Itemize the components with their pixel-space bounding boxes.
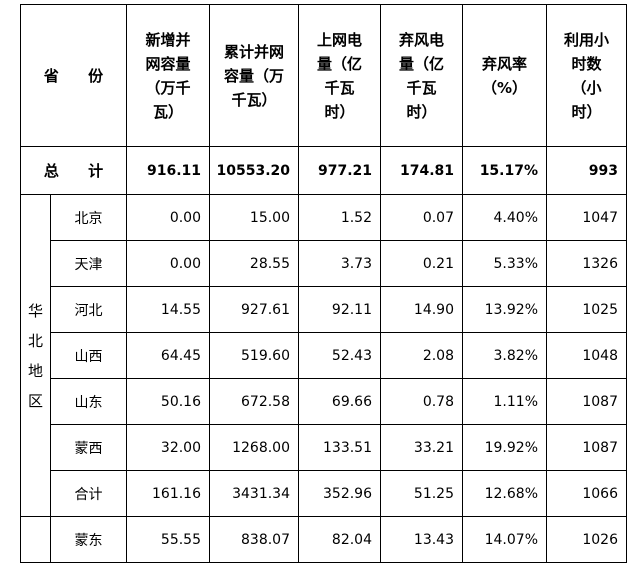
- table-row: 蒙西 32.00 1268.00 133.51 33.21 19.92% 108…: [21, 424, 627, 471]
- table-cell: 52.43: [298, 332, 381, 379]
- table-cell: 1025: [546, 286, 627, 333]
- table-cell: 1.11%: [462, 378, 547, 425]
- table-cell: 133.51: [298, 424, 381, 471]
- header-cumulative-capacity: 累计并网 容量（万 千瓦）: [209, 4, 299, 147]
- table-cell: 14.90: [380, 286, 463, 333]
- table-cell: 64.45: [126, 332, 210, 379]
- total-cell: 977.21: [298, 146, 381, 195]
- table-cell: 1087: [546, 378, 627, 425]
- table-cell: 161.16: [126, 470, 210, 517]
- header-province: 省 份: [20, 4, 127, 147]
- table-cell: 519.60: [209, 332, 299, 379]
- table-cell: 2.08: [380, 332, 463, 379]
- table-cell: 0.21: [380, 240, 463, 287]
- table-cell: 1.52: [298, 194, 381, 241]
- table-row: 华北 地区 北京 0.00 15.00 1.52 0.07 4.40% 1047: [20, 194, 627, 517]
- total-cell: 10553.20: [209, 146, 299, 195]
- total-cell: 993: [546, 146, 627, 195]
- province-name: 北京: [50, 194, 127, 241]
- table-cell: 69.66: [298, 378, 381, 425]
- table-cell: 32.00: [126, 424, 210, 471]
- table-cell: 28.55: [209, 240, 299, 287]
- table-cell: 1087: [546, 424, 627, 471]
- province-name: 山东: [50, 378, 127, 425]
- province-name: 蒙东: [50, 516, 127, 563]
- province-name: 蒙西: [50, 424, 127, 471]
- province-name: 河北: [50, 286, 127, 333]
- wind-power-table: 省 份 新增并 网容量 （万千 瓦） 累计并网 容量（万 千瓦） 上网电 量（亿 千瓦时…: [20, 4, 627, 563]
- table-cell: 672.58: [209, 378, 299, 425]
- table-cell: 55.55: [126, 516, 210, 563]
- region-next: [20, 516, 51, 563]
- table-cell: 51.25: [380, 470, 463, 517]
- total-row: 总 计 916.11 10553.20 977.21 174.81 15.17%…: [20, 146, 627, 195]
- table-row: 山东 50.16 672.58 69.66 0.78 1.11% 1087: [21, 378, 627, 425]
- table-cell: 3.82%: [462, 332, 547, 379]
- province-name: 天津: [50, 240, 127, 287]
- table-cell: 1268.00: [209, 424, 299, 471]
- table-cell: 4.40%: [462, 194, 547, 241]
- table-cell: 0.00: [126, 194, 210, 241]
- table-cell: 12.68%: [462, 470, 547, 517]
- table-cell: 19.92%: [462, 424, 547, 471]
- table-cell: 0.78: [380, 378, 463, 425]
- table-cell: 14.07%: [462, 516, 547, 563]
- table-cell: 352.96: [298, 470, 381, 517]
- table-row: 蒙东 55.55 838.07 82.04 13.43 14.07% 1026: [20, 516, 627, 563]
- table-row: 河北 14.55 927.61 92.11 14.90 13.92% 1025: [21, 286, 627, 333]
- table-cell: 3.73: [298, 240, 381, 287]
- header-curtail-rate: 弃风率 （%）: [462, 4, 547, 147]
- table-cell: 33.21: [380, 424, 463, 471]
- table-cell: 1326: [546, 240, 627, 287]
- table-cell: 13.43: [380, 516, 463, 563]
- total-cell: 15.17%: [462, 146, 547, 195]
- table-cell: 5.33%: [462, 240, 547, 287]
- header-curtailed-power: 弃风电 量（亿 千瓦 时）: [380, 4, 463, 147]
- table-cell: 14.55: [126, 286, 210, 333]
- province-name: 合计: [50, 470, 127, 517]
- table-cell: 50.16: [126, 378, 210, 425]
- province-name: 山西: [50, 332, 127, 379]
- table-cell: 838.07: [209, 516, 299, 563]
- table-cell: 13.92%: [462, 286, 547, 333]
- table-cell: 1066: [546, 470, 627, 517]
- table-cell: 82.04: [298, 516, 381, 563]
- table-cell: 3431.34: [209, 470, 299, 517]
- table-cell: 1048: [546, 332, 627, 379]
- header-grid-power: 上网电 量（亿 千瓦 时）: [298, 4, 381, 147]
- header-new-capacity: 新增并 网容量 （万千 瓦）: [126, 4, 210, 147]
- table-cell: 0.07: [380, 194, 463, 241]
- table-row: 山西 64.45 519.60 52.43 2.08 3.82% 1048: [21, 332, 627, 379]
- subtotal-row: 合计 161.16 3431.34 352.96 51.25 12.68% 10…: [21, 470, 627, 517]
- table-row: 天津 0.00 28.55 3.73 0.21 5.33% 1326: [21, 240, 627, 287]
- table-cell: 1047: [546, 194, 627, 241]
- header-utilization-hours: 利用小 时数 （小 时）: [546, 4, 627, 147]
- total-label: 总 计: [20, 146, 127, 195]
- total-cell: 916.11: [126, 146, 210, 195]
- region-north-china: 华北 地区: [20, 194, 51, 517]
- table-cell: 0.00: [126, 240, 210, 287]
- header-row: 省 份 新增并 网容量 （万千 瓦） 累计并网 容量（万 千瓦） 上网电 量（亿 千瓦时…: [20, 4, 627, 147]
- total-cell: 174.81: [380, 146, 463, 195]
- table-cell: 92.11: [298, 286, 381, 333]
- table-cell: 1026: [546, 516, 627, 563]
- table-cell: 927.61: [209, 286, 299, 333]
- table-cell: 15.00: [209, 194, 299, 241]
